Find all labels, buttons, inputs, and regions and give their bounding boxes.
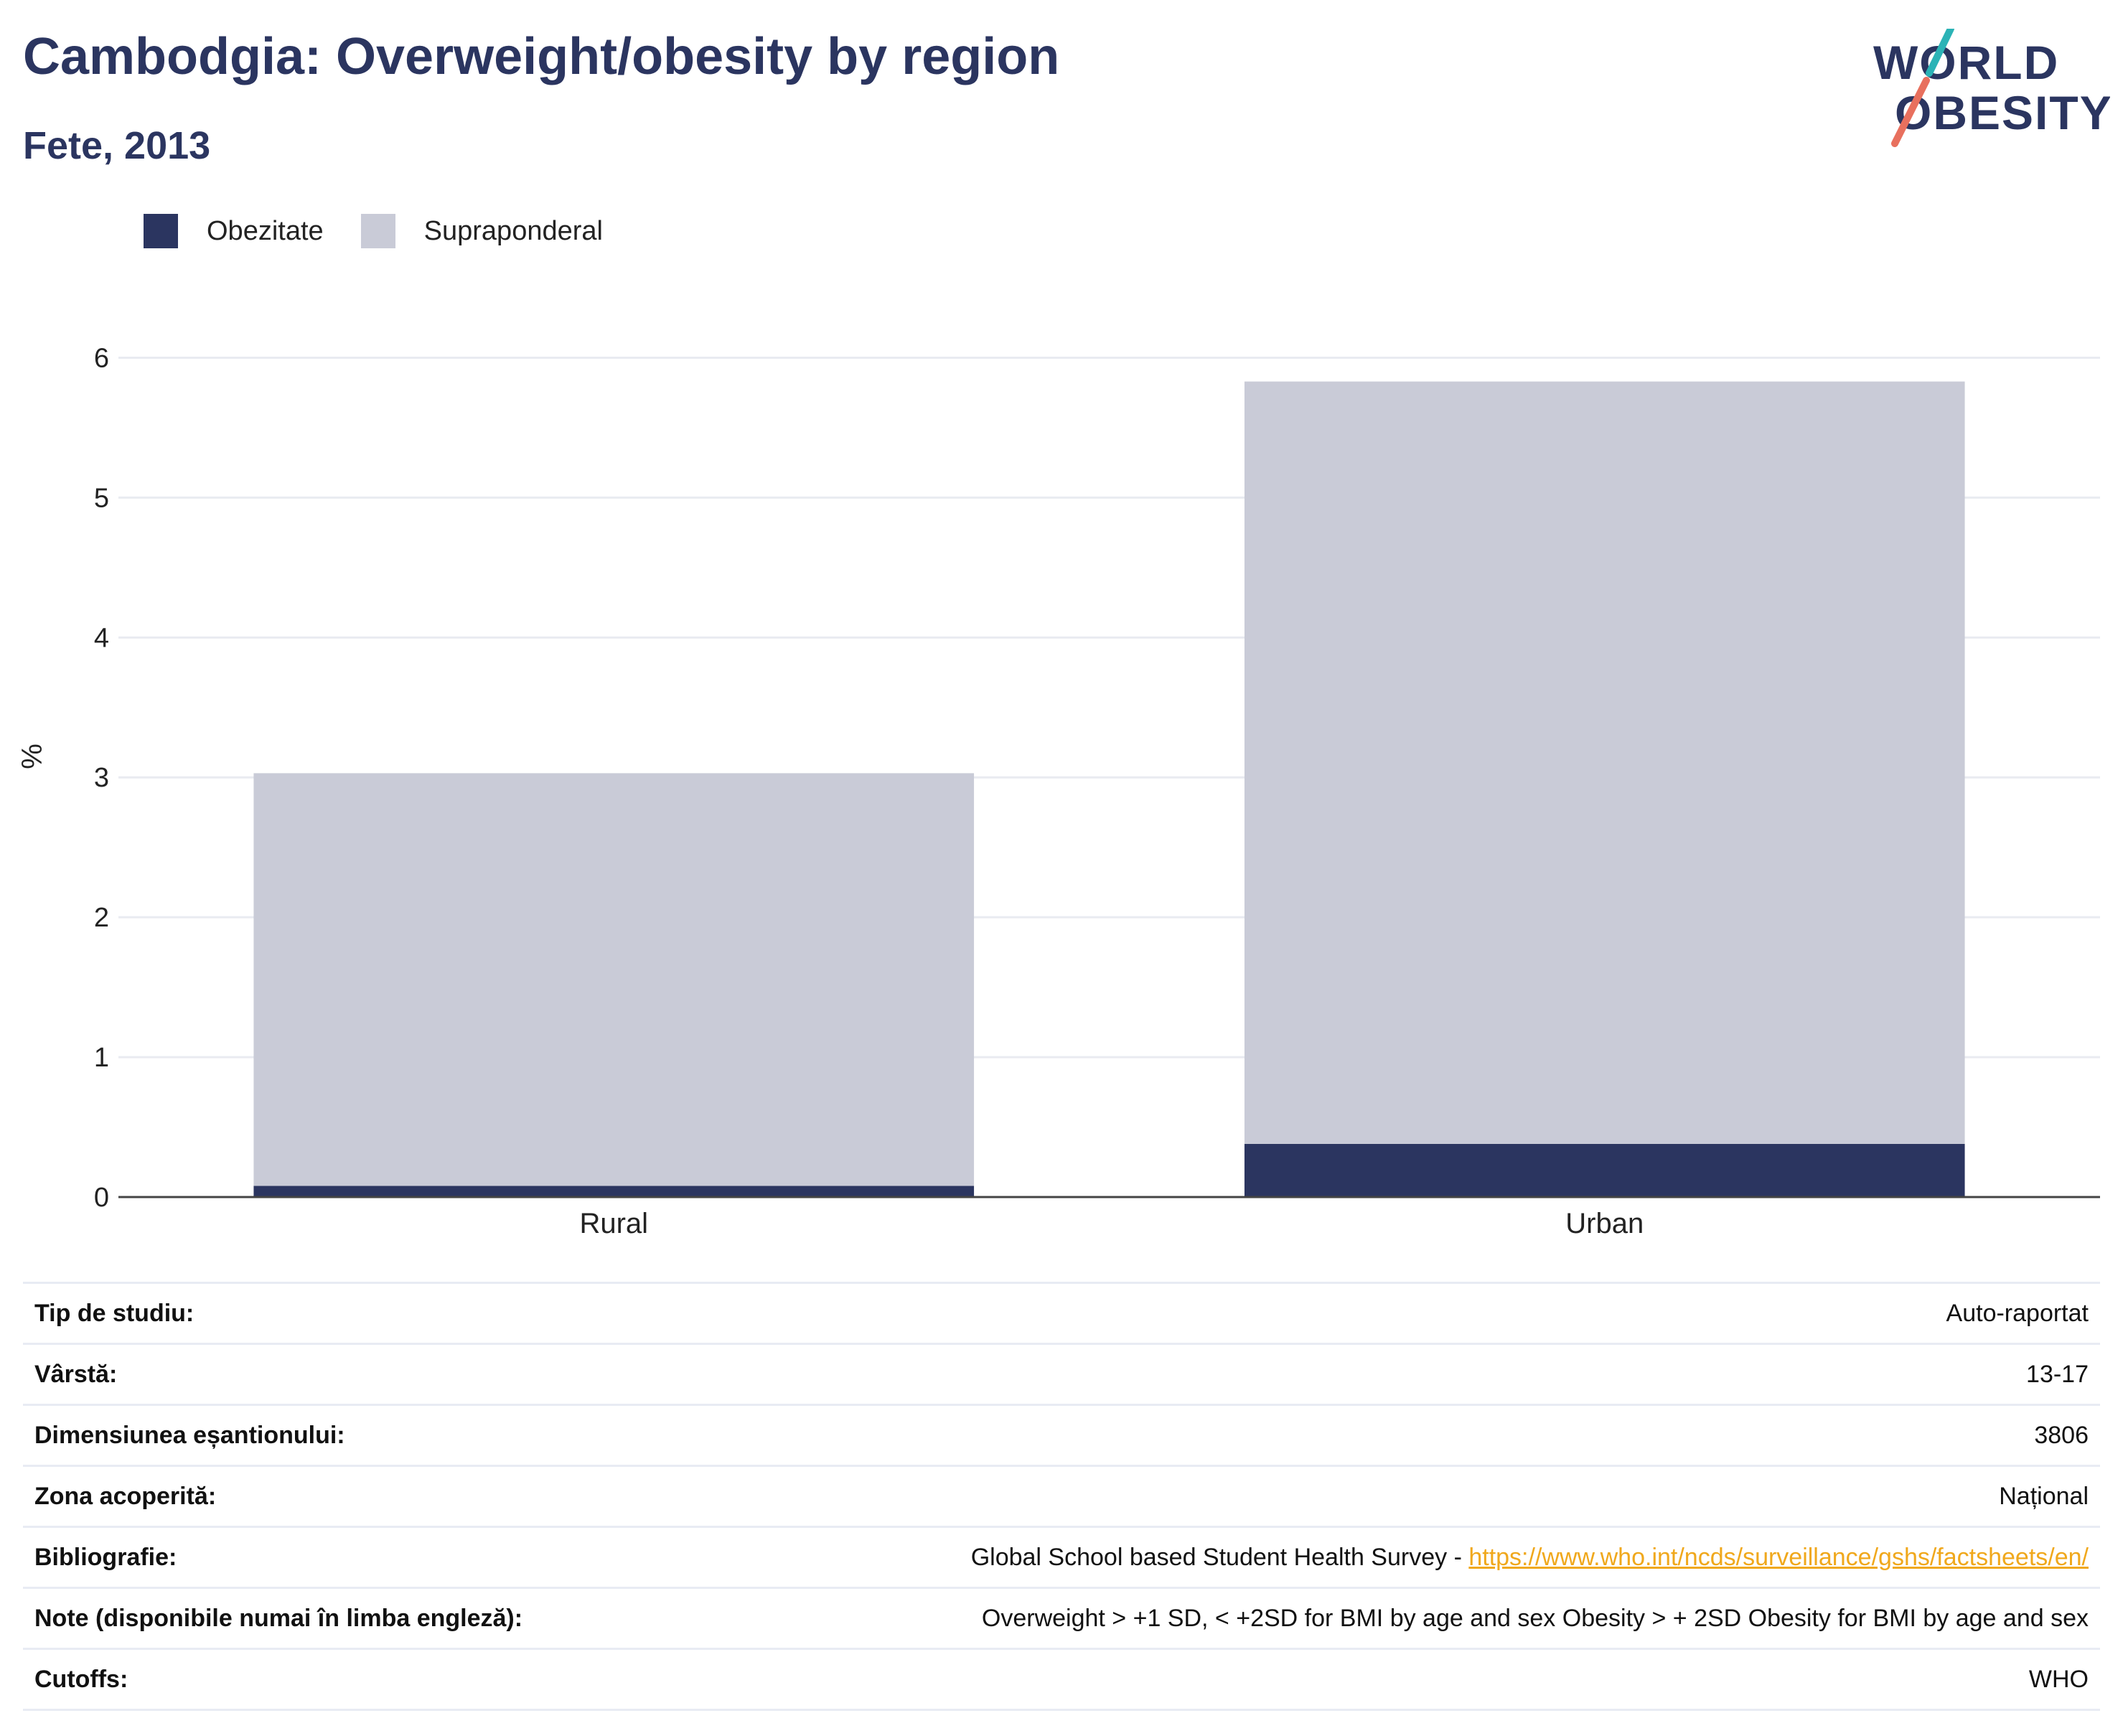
chart-title: Cambodgia: Overweight/obesity by region	[23, 28, 1060, 85]
world-obesity-logo: WORLD OBESITY	[1873, 29, 2110, 147]
info-row-area-covered: Zona acoperită: Național	[23, 1465, 2100, 1526]
info-label: Cutoffs:	[34, 1665, 128, 1693]
info-value: Național	[1999, 1482, 2089, 1510]
info-label: Tip de studiu:	[34, 1299, 195, 1327]
logo-slash-top	[1926, 29, 1954, 77]
y-tick-label: 3	[94, 763, 109, 793]
bar-obezitate-rural	[253, 1186, 975, 1197]
y-tick-label: 5	[94, 483, 109, 513]
y-tick-label: 6	[94, 343, 109, 373]
info-value: Auto-raportat	[1946, 1299, 2089, 1327]
x-tick-label: Rural	[579, 1208, 648, 1239]
y-tick-label: 4	[94, 623, 109, 653]
legend-swatch-obezitate	[144, 214, 178, 248]
y-tick-label: 1	[94, 1043, 109, 1073]
x-tick-label: Urban	[1565, 1208, 1644, 1239]
y-axis-label: %	[17, 743, 48, 769]
info-label: Dimensiunea eșantionului:	[34, 1421, 345, 1449]
logo-line-1: WORLD	[1873, 36, 2059, 89]
info-label: Vârstă:	[34, 1360, 118, 1388]
info-row-bibliography: Bibliografie: Global School based Studen…	[23, 1526, 2100, 1587]
info-label: Note (disponibile numai în limba engleză…	[34, 1604, 523, 1632]
bibliography-link[interactable]: https://www.who.int/ncds/surveillance/gs…	[1468, 1543, 2089, 1571]
legend-label-obezitate: Obezitate	[207, 215, 324, 246]
study-info-table: Tip de studiu: Auto-raportat Vârstă: 13-…	[23, 1282, 2100, 1711]
logo-slash-bottom	[1891, 77, 1930, 147]
bar-supraponderal-urban	[1244, 381, 1965, 1144]
legend-label-supraponderal: Supraponderal	[423, 215, 603, 246]
info-value: 13-17	[2026, 1360, 2089, 1388]
info-value: Global School based Student Health Surve…	[971, 1544, 2089, 1572]
info-row-study-type: Tip de studiu: Auto-raportat	[23, 1282, 2100, 1343]
info-value: 3806	[2034, 1421, 2089, 1449]
stacked-bar-chart: 0 1 2 3 4 5 6% Rural Urban	[17, 343, 2100, 1239]
info-row-sample-size: Dimensiunea eșantionului: 3806	[23, 1404, 2100, 1465]
chart-legend: Obezitate Supraponderal	[144, 214, 640, 248]
bar-obezitate-urban	[1244, 1143, 1965, 1197]
info-row-age: Vârstă: 13-17	[23, 1343, 2100, 1404]
legend-swatch-supraponderal	[360, 214, 395, 248]
y-tick-label: 0	[94, 1183, 109, 1213]
bar-supraponderal-rural	[253, 773, 975, 1186]
info-row-cutoffs: Cutoffs: WHO	[23, 1648, 2100, 1711]
info-value: Overweight > +1 SD, < +2SD for BMI by ag…	[981, 1604, 2089, 1632]
legend-item-supraponderal[interactable]: Supraponderal	[360, 214, 603, 248]
legend-item-obezitate[interactable]: Obezitate	[144, 214, 324, 248]
chart-subtitle: Fete, 2013	[23, 124, 211, 167]
logo-line-2: OBESITY	[1895, 86, 2110, 139]
bibliography-text: Global School based Student Health Surve…	[970, 1543, 1469, 1571]
info-label: Zona acoperită:	[34, 1482, 217, 1510]
info-value: WHO	[2028, 1665, 2089, 1693]
info-row-notes: Note (disponibile numai în limba engleză…	[23, 1587, 2100, 1648]
info-label: Bibliografie:	[34, 1543, 177, 1571]
y-tick-label: 2	[94, 903, 109, 933]
